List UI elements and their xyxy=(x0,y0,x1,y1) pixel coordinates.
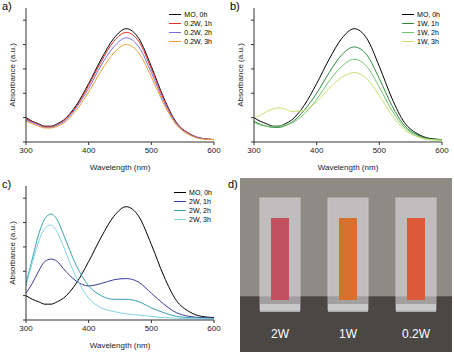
svg-text:Absorbance (a.u.): Absorbance (a.u.) xyxy=(8,221,17,285)
svg-text:300: 300 xyxy=(19,146,33,155)
html-text:2W, 3h: 2W, 3h xyxy=(189,216,211,223)
html-text:2W, 1h: 2W, 1h xyxy=(189,198,211,205)
html-text:0.2W, 2h: 0.2W, 2h xyxy=(184,29,212,36)
html-text:d): d) xyxy=(228,178,238,190)
svg-text:500: 500 xyxy=(145,324,159,333)
svg-text:400: 400 xyxy=(82,146,96,155)
svg-text:600: 600 xyxy=(435,146,449,155)
html-text:1W, 2h: 1W, 2h xyxy=(417,29,439,36)
html-text:a): a) xyxy=(2,0,12,12)
svg-text:Absorbance (a.u.): Absorbance (a.u.) xyxy=(236,43,245,107)
svg-text:400: 400 xyxy=(310,146,324,155)
html-text:MO, 0h: MO, 0h xyxy=(184,11,208,18)
svg-text:300: 300 xyxy=(19,324,33,333)
svg-text:600: 600 xyxy=(207,324,221,333)
svg-text:400: 400 xyxy=(82,324,96,333)
svg-text:Wavelength (nm): Wavelength (nm) xyxy=(318,163,379,172)
svg-text:500: 500 xyxy=(145,146,159,155)
html-text:0.2W, 3h: 0.2W, 3h xyxy=(184,38,212,45)
html-text:1W, 3h: 1W, 3h xyxy=(417,38,439,45)
svg-text:2W: 2W xyxy=(271,327,290,341)
html-text:c): c) xyxy=(2,178,12,190)
html-text:2W, 2h: 2W, 2h xyxy=(189,207,211,214)
html-text:1W, 1h: 1W, 1h xyxy=(417,20,439,27)
html-text:MO, 0h: MO, 0h xyxy=(417,11,440,18)
html-text:0.2W, 1h: 0.2W, 1h xyxy=(184,20,212,27)
svg-text:Absorbance (a.u.): Absorbance (a.u.) xyxy=(8,43,17,107)
svg-text:0.2W: 0.2W xyxy=(402,327,431,341)
svg-text:Wavelength (nm): Wavelength (nm) xyxy=(90,341,151,350)
html-text:b): b) xyxy=(230,0,240,12)
html-text:MO, 0h: MO, 0h xyxy=(189,189,212,196)
svg-text:1W: 1W xyxy=(339,327,358,341)
svg-text:Wavelength (nm): Wavelength (nm) xyxy=(90,163,151,172)
svg-text:500: 500 xyxy=(373,146,387,155)
svg-text:600: 600 xyxy=(207,146,221,155)
svg-text:300: 300 xyxy=(247,146,261,155)
